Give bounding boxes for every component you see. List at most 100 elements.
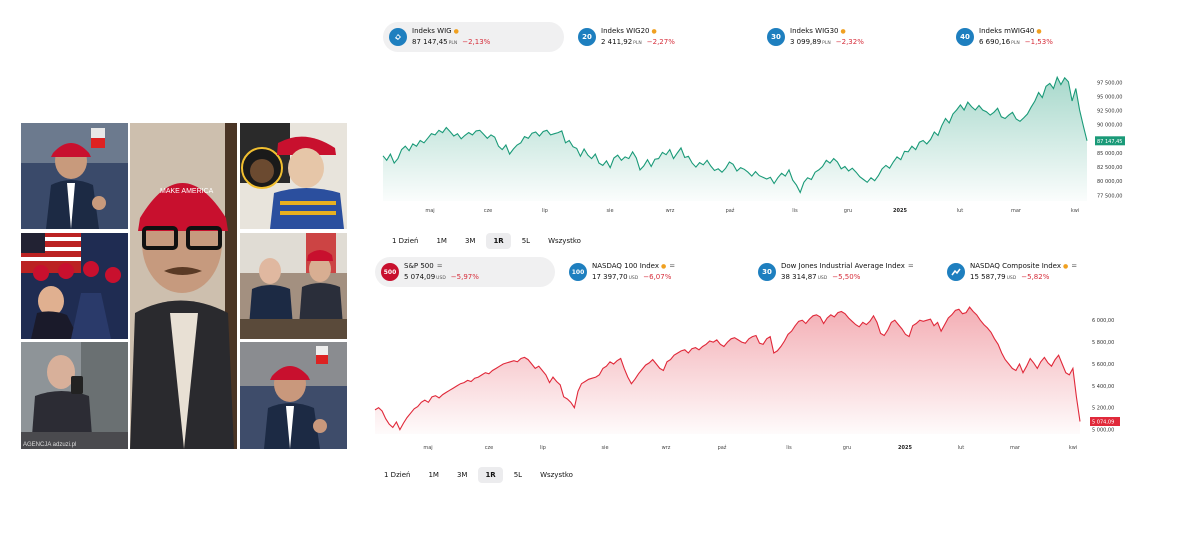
wig-period-selector: 1 Dzień 1M 3M 1R 5L Wszystko: [385, 233, 592, 249]
index-change: −1,53%: [1024, 37, 1053, 46]
wig-period-1-dzień[interactable]: 1 Dzień: [392, 237, 419, 245]
photo-man-taking-photo: AGENCJA adzuzi.pl: [21, 342, 128, 449]
y-tick-label: 5 400,00: [1092, 384, 1114, 390]
x-tick-label: gru: [843, 445, 851, 451]
y-tick-label: 90 000,00: [1097, 123, 1122, 129]
x-tick-label: kwi: [1069, 445, 1077, 451]
x-tick-label: sie: [606, 208, 613, 214]
photo-man-red-cap-thumbs-up-chamber: [240, 342, 347, 449]
y-tick-label: 85 000,00: [1097, 151, 1122, 157]
x-tick-label: kwi: [1071, 208, 1079, 214]
index-currency: PLN: [1011, 40, 1020, 46]
index-tab-wig30[interactable]: 30 Indeks WIG30 ● 3 099,89PLN −2,32%: [767, 22, 864, 52]
x-tick-label: lis: [792, 208, 798, 214]
photo-collage: MAKE AMERICA: [21, 123, 347, 449]
index-change: −2,27%: [646, 37, 675, 46]
index-name: Indeks WIG20 ●: [601, 26, 657, 35]
index-name: NASDAQ Composite Index ● =: [970, 261, 1078, 270]
y-tick-label: 5 000,00: [1092, 428, 1114, 434]
us-period-1m[interactable]: 1M: [428, 471, 439, 479]
index-currency: PLN: [633, 40, 642, 46]
us-period-1-dzień[interactable]: 1 Dzień: [384, 471, 411, 479]
index-tab-mwig40[interactable]: 40 Indeks mWIG40 ● 6 690,16PLN −1,53%: [956, 22, 1053, 52]
index-tab-wig[interactable]: Indeks WIG ● 87 147,45PLN −2,13%: [383, 22, 564, 52]
index-value: 87 147,45: [412, 37, 448, 46]
index-tab-dow-jones[interactable]: 30 Dow Jones Industrial Average Index = 3…: [758, 257, 914, 287]
x-tick-label: mar: [1011, 208, 1022, 214]
y-tick-label: 95 000,00: [1097, 94, 1122, 100]
index-currency: PLN: [448, 40, 458, 46]
index-value: 17 397,70: [592, 272, 628, 281]
index-badge: 30: [767, 28, 785, 46]
nasdaq-composite-logo-icon: [947, 263, 965, 281]
index-name: Indeks WIG ●: [412, 26, 459, 35]
x-tick-label: sie: [601, 445, 608, 451]
index-name: S&P 500 =: [404, 261, 443, 270]
index-name: Dow Jones Industrial Average Index =: [781, 261, 914, 270]
index-change: −5,82%: [1021, 272, 1050, 281]
index-badge: 30: [758, 263, 776, 281]
index-currency: USD: [628, 275, 639, 281]
y-tick-label: 6 000,00: [1092, 318, 1114, 324]
index-tab-nasdaq100[interactable]: 100 NASDAQ 100 Index ● = 17 397,70USD −6,07…: [569, 257, 675, 287]
index-tab-nasdaq-composite[interactable]: NASDAQ Composite Index ● = 15 587,79USD −5,…: [947, 257, 1077, 287]
y-tick-label: 97 500,00: [1097, 80, 1122, 86]
x-tick-label: paź: [726, 207, 735, 214]
wig-period-1m[interactable]: 1M: [436, 237, 447, 245]
wig-period-1r[interactable]: 1R: [486, 233, 511, 249]
photo-man-red-cap-glasses-closeup: MAKE AMERICA: [130, 123, 237, 449]
us-period-wszystko[interactable]: Wszystko: [540, 471, 573, 479]
x-tick-label: gru: [844, 208, 852, 214]
chart-area-fill: [375, 307, 1080, 434]
index-name: Indeks mWIG40 ●: [979, 26, 1042, 35]
y-tick-label: 92 500,00: [1097, 109, 1122, 115]
x-tick-label: mar: [1010, 445, 1021, 451]
sp500-chart: 5 000,00 5 200,00 5 400,00 5 600,00 5 800,00…: [374, 302, 1135, 454]
sp500-chart-svg: 5 000,00 5 200,00 5 400,00 5 600,00 5 800,00…: [374, 306, 1120, 451]
x-tick-label: maj: [425, 208, 434, 214]
svg-text:87 147,45: 87 147,45: [1097, 139, 1122, 145]
index-tab-sp500[interactable]: 500 S&P 500 = 5 074,09USD −5,97%: [375, 257, 555, 287]
wig-period-5l[interactable]: 5L: [521, 237, 531, 245]
index-currency: USD: [436, 275, 446, 281]
chart-area-fill: [383, 77, 1087, 201]
wig-period-wszystko[interactable]: Wszystko: [548, 237, 581, 245]
index-value: 6 690,16: [979, 37, 1011, 46]
wig-index-selector: Indeks WIG ● 87 147,45PLN −2,13% 20 Indeks…: [375, 22, 1105, 52]
x-tick-label: paź: [718, 444, 727, 451]
photo-watermark: AGENCJA adzuzi.pl: [23, 442, 77, 448]
index-value: 38 314,87: [781, 272, 817, 281]
y-tick-label: 77 500,00: [1097, 193, 1122, 199]
us-period-selector: 1 Dzień 1M 3M 1R 5L Wszystko: [377, 467, 584, 483]
chart-series-line: [382, 75, 1088, 194]
index-change: −6,07%: [643, 272, 672, 281]
x-tick-label: cze: [485, 445, 493, 451]
index-tab-wig20[interactable]: 20 Indeks WIG20 ● 2 411,92PLN −2,27%: [578, 22, 675, 52]
x-tick-label: maj: [423, 445, 432, 451]
x-tick-label: 2025: [893, 208, 907, 214]
us-period-3m[interactable]: 3M: [456, 471, 468, 479]
x-tick-label: lut: [957, 208, 964, 214]
x-tick-label: wrz: [666, 208, 675, 214]
index-badge: 100: [569, 263, 587, 281]
y-tick-label: 80 000,00: [1097, 179, 1122, 185]
us-index-selector: 500 S&P 500 = 5 074,09USD −5,97% 100 NASDA…: [375, 257, 1105, 287]
us-period-5l[interactable]: 5L: [513, 471, 523, 479]
y-tick-label: 82 500,00: [1097, 165, 1122, 171]
index-change: −5,97%: [450, 272, 479, 281]
x-tick-label: lip: [540, 445, 546, 451]
wig-logo-icon: [389, 28, 407, 46]
y-tick-label: 5 600,00: [1092, 362, 1114, 368]
photo-two-men-posing: [240, 233, 347, 339]
last-value-badge: 5 074,09: [1090, 417, 1120, 426]
index-currency: PLN: [822, 40, 831, 46]
y-tick-label: 5 800,00: [1092, 340, 1114, 346]
us-period-1r[interactable]: 1R: [478, 467, 503, 483]
photo-man-red-cap-parliament-thumbs-up: [21, 123, 128, 229]
index-value: 5 074,09: [404, 272, 436, 281]
index-badge: 40: [956, 28, 974, 46]
x-tick-label: lut: [958, 445, 965, 451]
wig-period-3m[interactable]: 3M: [464, 237, 476, 245]
